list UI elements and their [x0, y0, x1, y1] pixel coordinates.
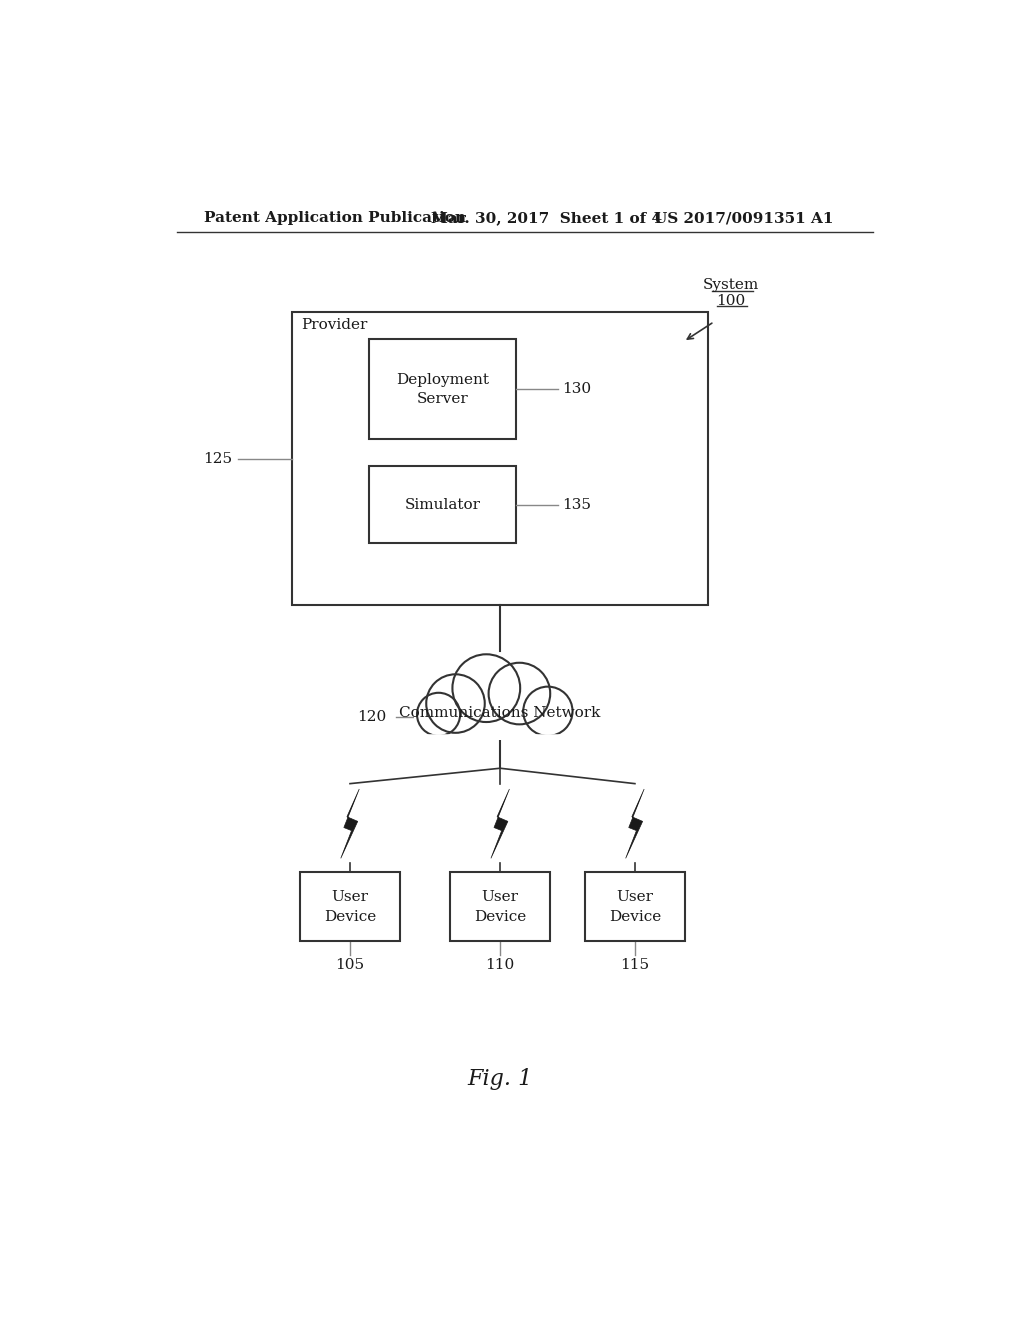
Text: User
Device: User Device	[474, 890, 526, 924]
Polygon shape	[341, 789, 359, 858]
Text: 135: 135	[562, 498, 591, 512]
Circle shape	[417, 693, 460, 737]
Text: US 2017/0091351 A1: US 2017/0091351 A1	[654, 211, 834, 226]
Circle shape	[426, 675, 484, 733]
Text: 120: 120	[357, 710, 386, 723]
Text: Simulator: Simulator	[404, 498, 480, 512]
Text: 115: 115	[621, 957, 649, 972]
Polygon shape	[626, 789, 644, 858]
Bar	[585, 873, 685, 941]
Text: 130: 130	[562, 383, 591, 396]
Text: Mar. 30, 2017  Sheet 1 of 4: Mar. 30, 2017 Sheet 1 of 4	[431, 211, 662, 226]
Text: User
Device: User Device	[324, 890, 376, 924]
Bar	[370, 339, 515, 440]
Circle shape	[523, 686, 572, 737]
Text: System: System	[703, 279, 759, 293]
Circle shape	[453, 655, 520, 722]
Polygon shape	[490, 789, 509, 858]
Bar	[300, 873, 400, 941]
Text: 125: 125	[203, 451, 232, 466]
Text: User
Device: User Device	[609, 890, 662, 924]
Text: 100: 100	[717, 294, 745, 308]
Text: Deployment
Server: Deployment Server	[396, 372, 488, 407]
Bar	[451, 873, 550, 941]
Text: 105: 105	[336, 957, 365, 972]
Bar	[370, 466, 515, 544]
Circle shape	[488, 663, 550, 725]
Text: Patent Application Publication: Patent Application Publication	[204, 211, 466, 226]
Bar	[292, 313, 708, 605]
Bar	[414, 713, 587, 739]
Text: Fig. 1: Fig. 1	[468, 1068, 532, 1089]
Text: Communications Network: Communications Network	[399, 706, 601, 719]
Text: 110: 110	[485, 957, 515, 972]
Text: Provider: Provider	[301, 318, 368, 331]
